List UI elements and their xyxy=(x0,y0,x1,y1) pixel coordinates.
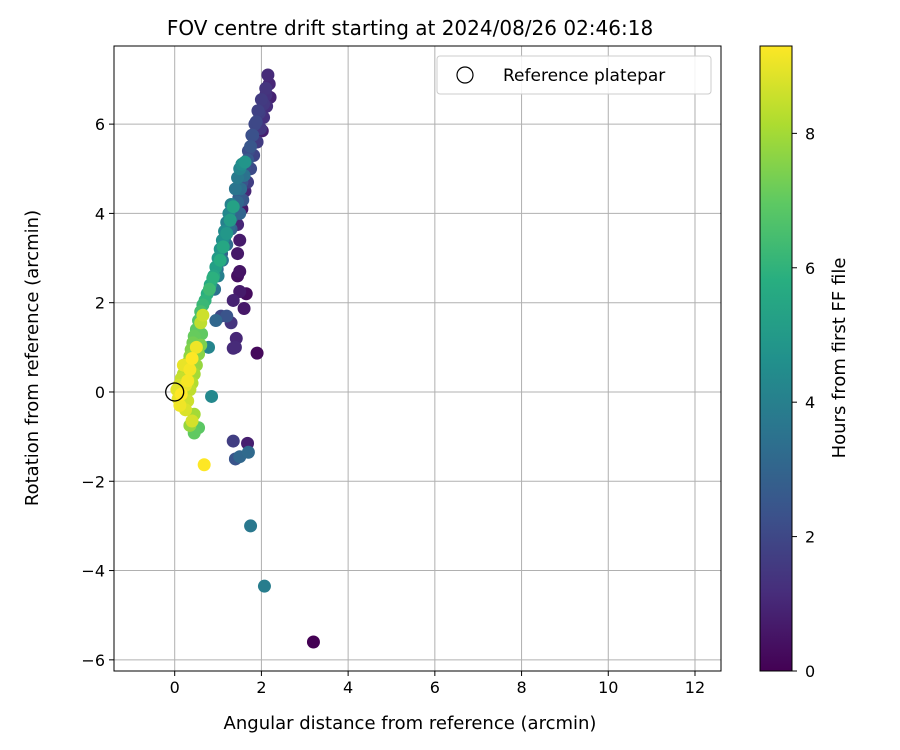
data-point xyxy=(261,68,275,82)
colorbar-tick-label: 6 xyxy=(805,259,815,278)
data-point xyxy=(216,240,230,254)
colorbar: 0 2 4 6 8 Hours from first FF file xyxy=(759,45,850,681)
data-point xyxy=(223,213,237,227)
legend-marker-icon xyxy=(456,66,474,84)
data-point xyxy=(231,247,245,261)
data-point xyxy=(250,346,264,360)
data-point xyxy=(189,340,203,354)
colorbar-ticks: 0 2 4 6 8 xyxy=(792,124,815,681)
data-point xyxy=(173,398,187,412)
colorbar-tick-label: 4 xyxy=(805,393,815,412)
data-point xyxy=(244,519,258,533)
data-point xyxy=(249,115,263,129)
x-axis: 0 2 4 6 8 10 12 xyxy=(170,671,705,697)
data-point xyxy=(238,155,252,169)
plot-frame xyxy=(113,45,722,672)
data-point xyxy=(209,314,223,328)
data-point xyxy=(185,414,199,428)
y-tick-label: −4 xyxy=(81,562,105,581)
data-point xyxy=(228,182,242,196)
data-point xyxy=(226,293,240,307)
reference-platepar-marker xyxy=(165,382,185,402)
data-point xyxy=(220,309,234,323)
grid xyxy=(114,46,721,671)
y-tick-label: 0 xyxy=(95,383,105,402)
x-tick-label: 0 xyxy=(170,678,180,697)
y-tick-label: −2 xyxy=(81,472,105,491)
data-point xyxy=(220,227,234,240)
x-tick-label: 2 xyxy=(256,678,266,697)
data-point xyxy=(257,579,271,593)
data-point xyxy=(233,285,247,299)
data-point xyxy=(174,387,188,401)
x-tick-label: 6 xyxy=(430,678,440,697)
data-point xyxy=(306,635,320,649)
x-tick-label: 12 xyxy=(685,678,705,697)
x-tick-label: 8 xyxy=(516,678,526,697)
y-tick-label: 2 xyxy=(95,294,105,313)
x-tick-label: 10 xyxy=(598,678,618,697)
y-axis: −6 −4 −2 0 2 4 6 xyxy=(81,115,114,670)
data-point xyxy=(202,282,216,296)
y-axis-label: Rotation from reference (arcmin) xyxy=(22,210,43,506)
y-tick-label: 4 xyxy=(95,204,105,223)
colorbar-scale xyxy=(759,45,793,672)
y-tick-label: 6 xyxy=(95,115,105,134)
data-point xyxy=(254,93,268,107)
data-point xyxy=(181,374,195,388)
data-point xyxy=(185,352,199,365)
data-point xyxy=(213,253,227,267)
data-point xyxy=(251,104,265,118)
data-point xyxy=(237,302,251,315)
data-point xyxy=(233,264,247,278)
data-points xyxy=(165,68,320,649)
data-point xyxy=(228,340,242,354)
x-axis-label: Angular distance from reference (arcmin) xyxy=(224,713,597,734)
data-point xyxy=(246,128,260,142)
data-point xyxy=(226,434,240,448)
data-point xyxy=(233,233,247,247)
colorbar-tick-label: 2 xyxy=(805,528,815,547)
colorbar-tick-label: 8 xyxy=(805,124,815,143)
x-tick-label: 4 xyxy=(343,678,353,697)
data-point xyxy=(205,389,219,403)
data-point xyxy=(183,363,197,377)
data-point xyxy=(226,200,240,214)
legend-label: Reference platepar xyxy=(503,66,665,86)
colorbar-tick-label: 0 xyxy=(805,662,815,681)
legend: Reference platepar xyxy=(436,55,712,95)
data-point xyxy=(241,445,255,459)
data-point xyxy=(206,271,220,285)
chart-title: FOV centre drift starting at 2024/08/26 … xyxy=(167,16,653,40)
legend-box xyxy=(436,55,712,95)
data-point xyxy=(197,458,211,472)
y-tick-label: −6 xyxy=(81,651,105,670)
data-point xyxy=(244,139,258,153)
data-point xyxy=(196,308,210,322)
colorbar-label: Hours from first FF file xyxy=(829,258,850,459)
data-point xyxy=(259,81,273,95)
